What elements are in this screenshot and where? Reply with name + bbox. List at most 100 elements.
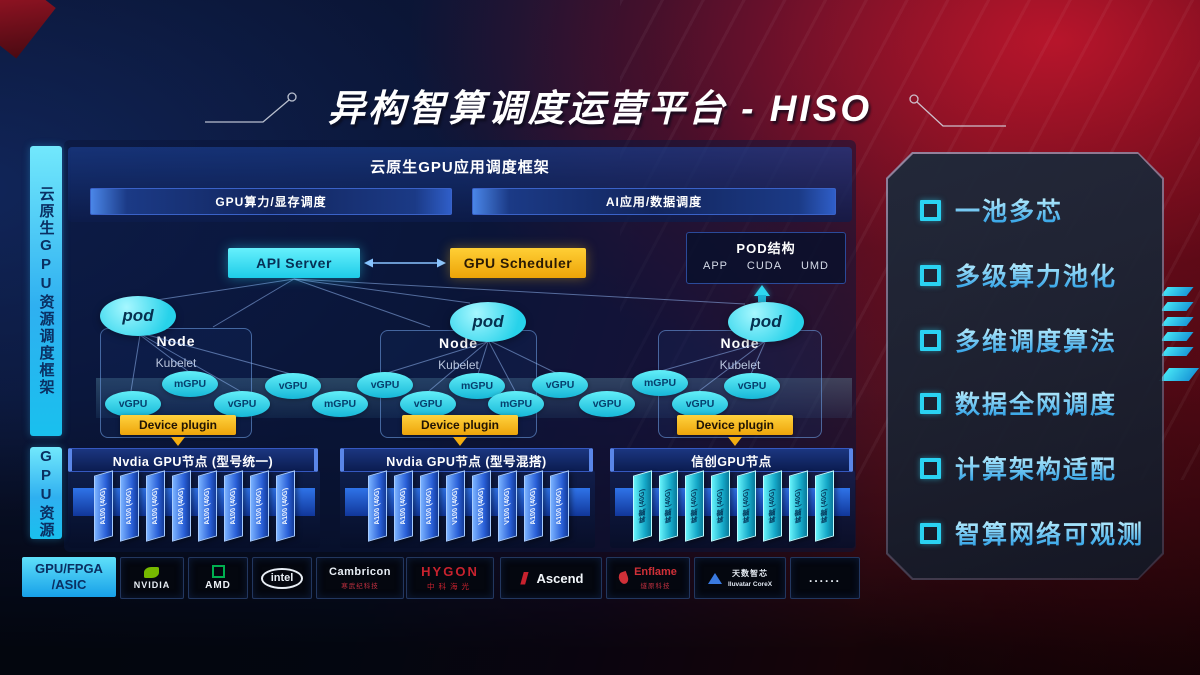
feature-bullet-icon bbox=[920, 392, 941, 414]
feature-label: 多级算力池化 bbox=[955, 257, 1117, 293]
gpu-card-label: 昇腾 (40G) bbox=[690, 488, 698, 525]
feature-bullet-icon bbox=[920, 199, 941, 221]
nvidia-wordmark: NVIDIA bbox=[133, 579, 171, 590]
hazard-stripe bbox=[1158, 368, 1200, 381]
pod-item-app: APP bbox=[703, 260, 729, 272]
pod-item-cuda: CUDA bbox=[746, 260, 783, 272]
hygon-cn-name: 中科海光 bbox=[426, 582, 473, 591]
gpu-ellipse-vgpu: vGPU bbox=[400, 391, 456, 417]
iluvatar-wordmark: Iluvatar CoreX bbox=[727, 581, 773, 588]
pod-item-umd: UMD bbox=[800, 260, 829, 272]
gpu-card: 昇腾 (40G) bbox=[737, 470, 756, 542]
feature-bullet-icon bbox=[920, 457, 941, 479]
enflame-cn-name: 燧原科技 bbox=[640, 583, 671, 590]
gpu-card: A100 (40G) bbox=[198, 470, 217, 542]
iluvatar-cn-name: 天数智芯 bbox=[731, 569, 768, 578]
gpu-card: A100 (40G) bbox=[94, 470, 113, 542]
gpu-card-label: A100 (40G) bbox=[256, 486, 263, 526]
framework-bar-ai-data-scheduling: AI应用/数据调度 bbox=[472, 188, 836, 215]
feature-item: 多级算力池化 bbox=[920, 259, 1117, 291]
feature-item: 智算网络可观测 bbox=[920, 517, 1144, 549]
hazard-stripe bbox=[1160, 302, 1194, 311]
gpu-card-label: A100 (40G) bbox=[178, 486, 185, 526]
gpu-ellipse-mgpu: mGPU bbox=[488, 391, 544, 417]
more-vendors-dots: ...... bbox=[808, 571, 841, 585]
cambricon-cn-name: 寒武纪科技 bbox=[341, 583, 379, 590]
hygon-wordmark: HYGON bbox=[421, 564, 479, 579]
feature-panel: 一池多芯多级算力池化多维调度算法数据全网调度 计算架构适配 智算网络可观测 bbox=[886, 152, 1164, 580]
gpu-scheduler-box: GPU Scheduler bbox=[450, 248, 586, 278]
kubelet-label: Kubelet bbox=[719, 358, 761, 372]
gpu-ellipse-mgpu: mGPU bbox=[162, 371, 218, 397]
vendor-inner: Enflame 燧原科技 bbox=[617, 566, 677, 590]
framework-title: 云原生GPU应用调度框架 bbox=[370, 159, 550, 176]
iluvatar-logo-icon bbox=[707, 572, 722, 584]
feature-item: 计算架构适配 bbox=[920, 452, 1117, 484]
gpu-card: A100 (40G) bbox=[172, 470, 191, 542]
gpu-card: 昇腾 (40G) bbox=[763, 470, 782, 542]
device-plugin-label: Device plugin bbox=[402, 415, 518, 435]
gpu-card: V100 (40G) bbox=[472, 470, 491, 542]
feature-item: 多维调度算法 bbox=[920, 324, 1117, 356]
hazard-stripe bbox=[1160, 332, 1194, 341]
up-arrow-icon bbox=[754, 285, 770, 296]
gpu-card-label: V100 (40G) bbox=[504, 486, 511, 526]
device-plugin-label: Device plugin bbox=[120, 415, 236, 435]
gpu-card-label: 昇腾 (40G) bbox=[664, 488, 672, 525]
feature-item: 一池多芯 bbox=[920, 194, 1063, 226]
device-plugin-label: Device plugin bbox=[677, 415, 793, 435]
down-arrow-icon bbox=[453, 437, 467, 446]
gpu-card-label: A100 (40G) bbox=[126, 486, 133, 526]
node-label: Node bbox=[439, 335, 478, 351]
vendor-hygon: HYGON 中科海光 bbox=[406, 557, 494, 599]
feature-label: 一池多芯 bbox=[955, 192, 1063, 228]
vendor-intel: intel bbox=[252, 557, 312, 599]
gpu-card: A100 (40G) bbox=[550, 470, 569, 542]
gpu-row-header: Nvdia GPU节点 (型号统一) bbox=[68, 448, 318, 472]
vendor-text: Enflame 燧原科技 bbox=[634, 566, 677, 590]
feature-bullet-icon bbox=[920, 522, 941, 544]
vendor-amd: AMD bbox=[188, 557, 248, 599]
ascend-logo-icon bbox=[520, 571, 529, 585]
pod-ellipse: pod bbox=[450, 302, 526, 342]
enflame-wordmark: Enflame bbox=[634, 566, 677, 578]
hazard-stripe bbox=[1160, 347, 1194, 356]
gpu-ellipse-vgpu: vGPU bbox=[357, 372, 413, 398]
node-label: Node bbox=[720, 335, 760, 351]
hazard-stripe bbox=[1160, 287, 1194, 296]
cambricon-wordmark: Cambricon bbox=[329, 566, 391, 578]
gpu-card-label: A100 (40G) bbox=[152, 486, 159, 526]
hazard-stripe bbox=[1160, 317, 1194, 326]
up-arrow-stem bbox=[758, 295, 766, 302]
gpu-row-header: Nvdia GPU节点 (型号混搭) bbox=[340, 448, 593, 472]
gpu-ellipse-vgpu: vGPU bbox=[579, 391, 635, 417]
pod-ellipse: pod bbox=[728, 302, 804, 342]
sidebar-label-scheduling-framework: 云原生GPU资源调度框架 bbox=[30, 146, 62, 436]
gpu-card: A100 (40G) bbox=[394, 470, 413, 542]
feature-label: 计算架构适配 bbox=[955, 450, 1117, 486]
feature-bullet-icon bbox=[920, 329, 941, 351]
vendor-nvidia: NVIDIA bbox=[120, 557, 184, 599]
gpu-card-label: 昇腾 (40G) bbox=[638, 488, 646, 525]
feature-item: 数据全网调度 bbox=[920, 387, 1117, 419]
feature-label: 智算网络可观测 bbox=[955, 515, 1144, 551]
feature-bullet-icon bbox=[920, 264, 941, 286]
amd-logo-icon bbox=[211, 565, 225, 578]
vendor-more: ...... bbox=[790, 557, 860, 599]
vendor-inner: Cambricon 寒武纪科技 bbox=[329, 566, 391, 590]
feature-label: 数据全网调度 bbox=[955, 385, 1117, 421]
gpu-card-label: A100 (40G) bbox=[204, 486, 211, 526]
gpu-card-label: 昇腾 (40G) bbox=[820, 488, 828, 525]
down-arrow-icon bbox=[171, 437, 185, 446]
gpu-row-shelf bbox=[73, 488, 315, 516]
gpu-card-label: 昇腾 (40G) bbox=[768, 488, 776, 525]
pod-structure-items: APP CUDA UMD bbox=[687, 257, 845, 272]
gpu-card: A100 (40G) bbox=[524, 470, 543, 542]
api-server-box: API Server bbox=[228, 248, 360, 278]
gpu-ellipse-vgpu: vGPU bbox=[672, 391, 728, 417]
vendor-inner: NVIDIA bbox=[133, 566, 171, 590]
gpu-card: 昇腾 (40G) bbox=[815, 470, 834, 542]
gpu-card: 昇腾 (40G) bbox=[685, 470, 704, 542]
gpu-card-label: 昇腾 (40G) bbox=[742, 488, 750, 525]
